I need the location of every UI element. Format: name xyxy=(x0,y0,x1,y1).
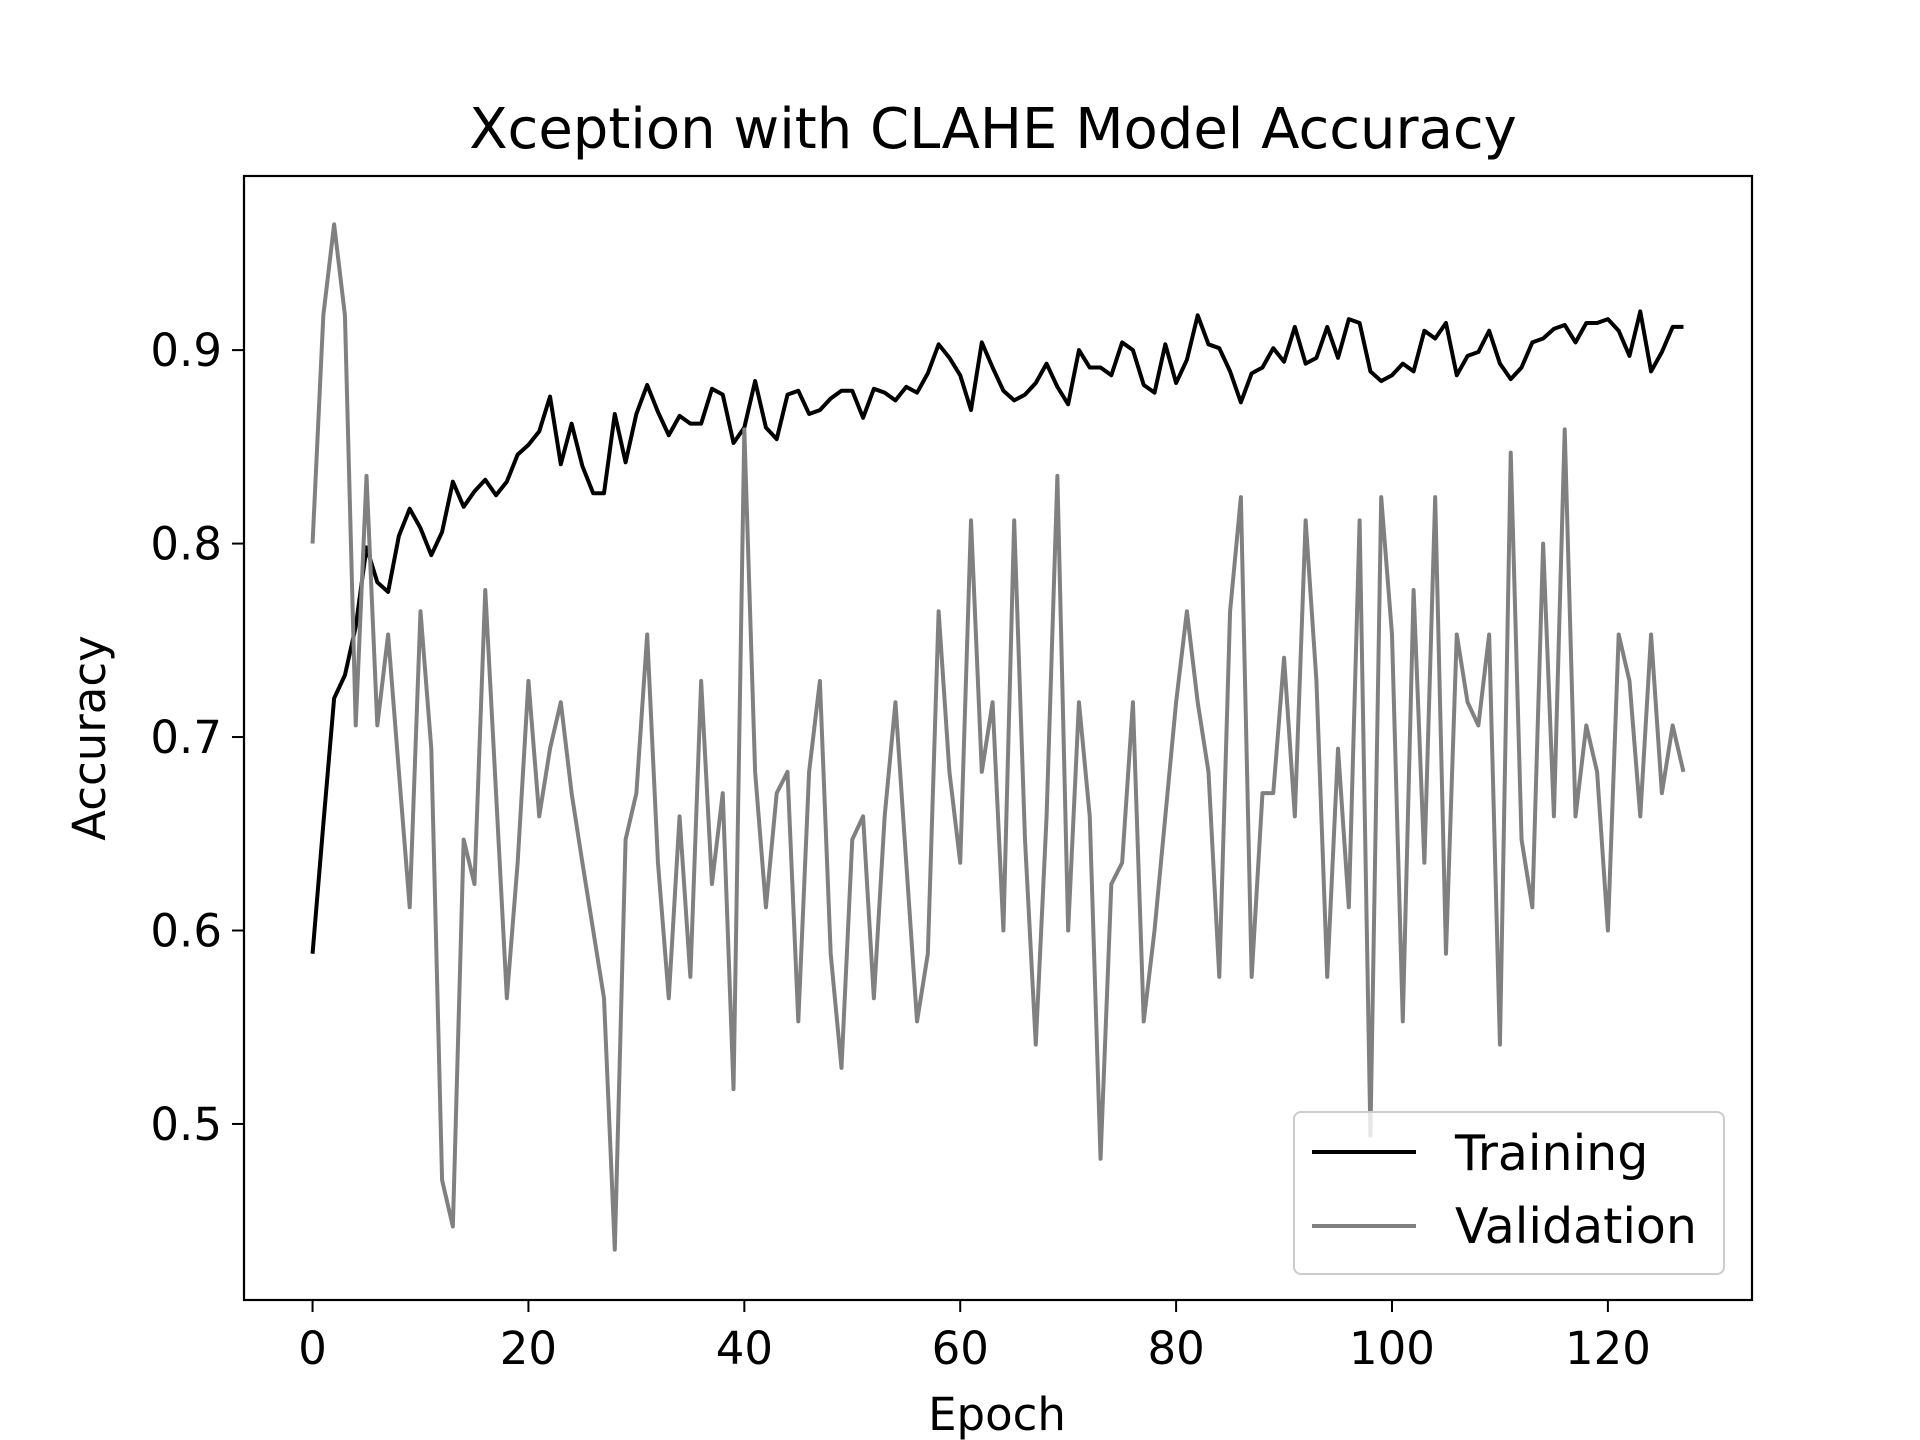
x-axis-label: Epoch xyxy=(928,1388,1066,1440)
x-axis-ticks: 0 20 40 60 80 100 120 xyxy=(298,1300,1651,1375)
series-line-training xyxy=(310,309,1684,954)
x-tick-label: 120 xyxy=(1565,1322,1651,1375)
legend: Training Validation xyxy=(1293,1111,1725,1275)
x-tick-label: 20 xyxy=(500,1322,557,1375)
x-tick-label: 40 xyxy=(716,1322,773,1375)
chart-title: Xception with CLAHE Model Accuracy xyxy=(469,97,1517,162)
y-axis-label: Accuracy xyxy=(63,635,116,840)
series-line-validation xyxy=(310,222,1686,1252)
x-tick-label: 0 xyxy=(298,1322,327,1375)
legend-label-training: Training xyxy=(1454,1125,1648,1182)
x-tick-label: 80 xyxy=(1147,1322,1204,1375)
series-layer xyxy=(310,222,1686,1252)
y-tick-label: 0.6 xyxy=(150,904,222,957)
y-tick-label: 0.5 xyxy=(150,1098,222,1151)
y-tick-label: 0.7 xyxy=(150,711,222,764)
legend-label-validation: Validation xyxy=(1455,1198,1697,1255)
y-tick-label: 0.9 xyxy=(150,324,222,377)
y-tick-label: 0.8 xyxy=(150,518,222,571)
x-tick-label: 60 xyxy=(932,1322,989,1375)
y-axis-ticks: 0.5 0.6 0.7 0.8 0.9 xyxy=(150,324,244,1151)
x-tick-label: 100 xyxy=(1349,1322,1435,1375)
